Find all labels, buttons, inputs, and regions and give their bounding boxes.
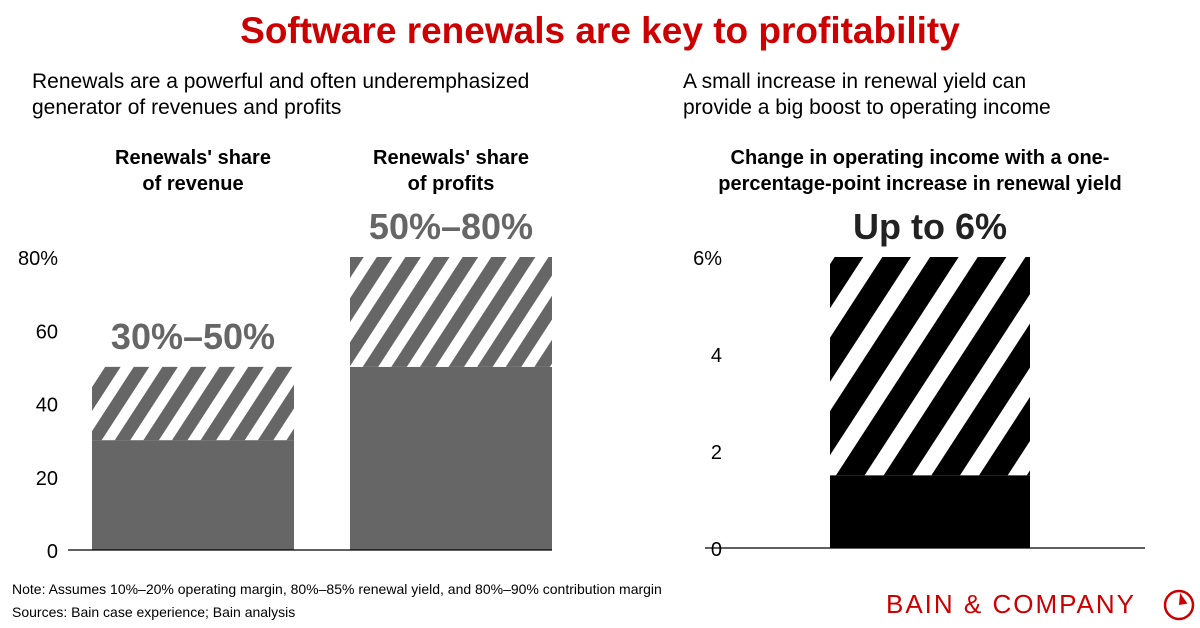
right-subtitle: A small increase in renewal yield can pr… bbox=[683, 69, 1051, 121]
bar-segment-range bbox=[92, 366, 294, 441]
left-subtitle: Renewals are a powerful and often undere… bbox=[32, 69, 529, 121]
y-tick-label: 40 bbox=[36, 395, 58, 417]
bar-segment-base bbox=[92, 440, 294, 550]
bain-logo-icon bbox=[1163, 589, 1195, 621]
y-tick-label: 0 bbox=[711, 539, 722, 561]
category-label-line: Renewals' share bbox=[373, 147, 529, 169]
category-label-line: Renewals' share bbox=[115, 147, 271, 169]
right-subtitle-line1: A small increase in renewal yield can bbox=[683, 70, 1027, 93]
bar-segment-range bbox=[830, 257, 1030, 476]
category-label-profits: Renewals' share of profits bbox=[301, 145, 601, 197]
bar-segment-base bbox=[350, 366, 552, 550]
data-label: 50%–80% bbox=[369, 206, 533, 247]
y-tick-label: 6% bbox=[693, 248, 722, 270]
right-chart-title: Change in operating income with a one- p… bbox=[660, 145, 1180, 197]
right-subtitle-line2: provide a big boost to operating income bbox=[683, 96, 1051, 119]
data-label: 30%–50% bbox=[111, 316, 275, 357]
y-tick-label: 2 bbox=[711, 442, 722, 464]
chart-title: Software renewals are key to profitabili… bbox=[240, 10, 960, 51]
sources: Sources: Bain case experience; Bain anal… bbox=[12, 604, 296, 620]
left-subtitle-line1: Renewals are a powerful and often undere… bbox=[32, 70, 530, 93]
category-label-line: of revenue bbox=[142, 173, 244, 195]
bar-segment-range bbox=[350, 257, 552, 367]
category-label-line: of profits bbox=[407, 173, 495, 195]
y-tick-label: 80% bbox=[18, 248, 58, 270]
y-tick-label: 20 bbox=[36, 468, 58, 490]
bar-segment-base bbox=[830, 475, 1030, 548]
y-tick-label: 4 bbox=[711, 345, 722, 367]
category-label-revenue: Renewals' share of revenue bbox=[43, 145, 343, 197]
data-label: Up to 6% bbox=[853, 206, 1007, 247]
right-chart-title-line2: percentage-point increase in renewal yie… bbox=[718, 173, 1122, 195]
left-subtitle-line2: generator of revenues and profits bbox=[32, 96, 342, 119]
footnote: Note: Assumes 10%–20% operating margin, … bbox=[12, 581, 662, 597]
y-tick-label: 0 bbox=[47, 541, 58, 563]
bain-logo-text: BAIN & COMPANY bbox=[886, 589, 1137, 619]
y-tick-label: 60 bbox=[36, 321, 58, 343]
right-chart-title-line1: Change in operating income with a one- bbox=[730, 147, 1110, 169]
